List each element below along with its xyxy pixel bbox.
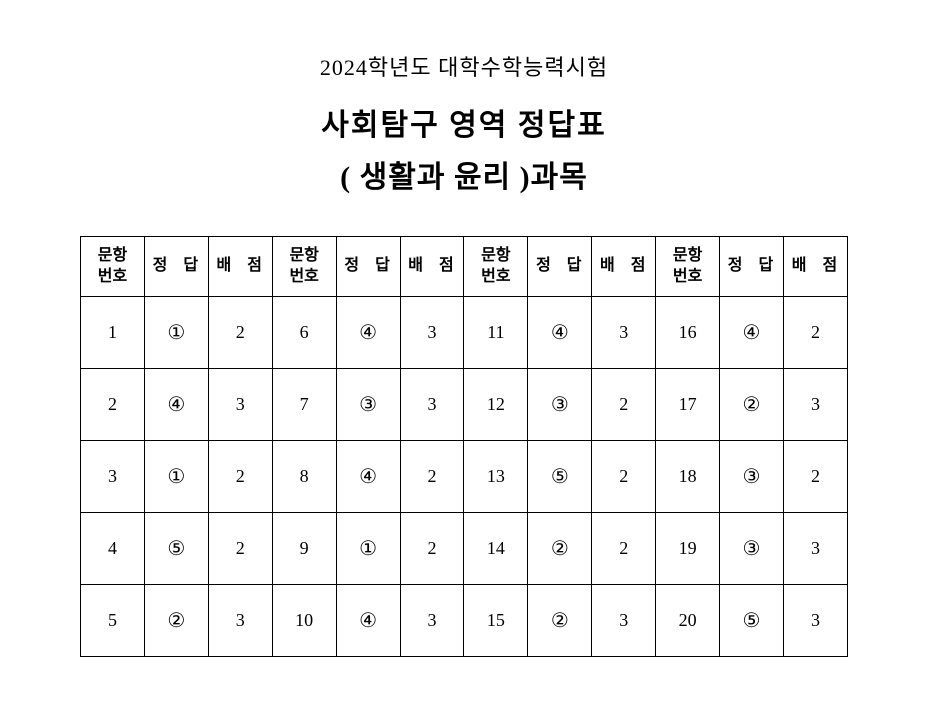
cell-qnum: 18: [656, 441, 720, 513]
col-header-answer: 정 답: [528, 237, 592, 297]
year-line: 2024학년도 대학수학능력시험: [80, 50, 848, 82]
cell-qnum: 5: [81, 585, 145, 657]
col-header-points: 배 점: [208, 237, 272, 297]
cell-answer: ④: [720, 297, 784, 369]
cell-answer: ①: [336, 513, 400, 585]
cell-points: 3: [783, 369, 847, 441]
cell-qnum: 20: [656, 585, 720, 657]
col-header-qnum: 문항번호: [656, 237, 720, 297]
cell-points: 2: [400, 441, 464, 513]
col-header-points: 배 점: [592, 237, 656, 297]
cell-qnum: 11: [464, 297, 528, 369]
header: 2024학년도 대학수학능력시험 사회탐구 영역 정답표 ( 생활과 윤리 )과…: [80, 50, 848, 196]
subject-line: ( 생활과 윤리 )과목: [80, 152, 848, 196]
cell-answer: ④: [336, 441, 400, 513]
cell-qnum: 4: [81, 513, 145, 585]
cell-answer: ④: [336, 585, 400, 657]
table-body: 1①26④311④316④22④37③312③217②33①28④213⑤218…: [81, 297, 848, 657]
cell-points: 2: [208, 441, 272, 513]
cell-answer: ③: [528, 369, 592, 441]
cell-qnum: 17: [656, 369, 720, 441]
col-header-answer: 정 답: [336, 237, 400, 297]
cell-qnum: 14: [464, 513, 528, 585]
cell-qnum: 19: [656, 513, 720, 585]
cell-points: 2: [208, 297, 272, 369]
col-header-answer: 정 답: [720, 237, 784, 297]
col-header-qnum: 문항번호: [272, 237, 336, 297]
table-row: 2④37③312③217②3: [81, 369, 848, 441]
cell-points: 3: [783, 585, 847, 657]
cell-points: 2: [208, 513, 272, 585]
cell-qnum: 1: [81, 297, 145, 369]
cell-points: 2: [592, 369, 656, 441]
cell-qnum: 7: [272, 369, 336, 441]
cell-answer: ⑤: [144, 513, 208, 585]
cell-answer: ⑤: [528, 441, 592, 513]
cell-points: 3: [592, 585, 656, 657]
cell-answer: ③: [720, 441, 784, 513]
table-row: 3①28④213⑤218③2: [81, 441, 848, 513]
cell-answer: ②: [528, 585, 592, 657]
cell-answer: ③: [336, 369, 400, 441]
cell-points: 3: [208, 369, 272, 441]
header-row: 문항번호정 답배 점문항번호정 답배 점문항번호정 답배 점문항번호정 답배 점: [81, 237, 848, 297]
cell-qnum: 13: [464, 441, 528, 513]
cell-points: 2: [400, 513, 464, 585]
cell-points: 2: [592, 513, 656, 585]
cell-qnum: 12: [464, 369, 528, 441]
cell-qnum: 9: [272, 513, 336, 585]
col-header-qnum: 문항번호: [81, 237, 145, 297]
col-header-qnum: 문항번호: [464, 237, 528, 297]
col-header-answer: 정 답: [144, 237, 208, 297]
cell-points: 3: [592, 297, 656, 369]
col-header-points: 배 점: [400, 237, 464, 297]
cell-answer: ③: [720, 513, 784, 585]
cell-answer: ①: [144, 441, 208, 513]
table-head: 문항번호정 답배 점문항번호정 답배 점문항번호정 답배 점문항번호정 답배 점: [81, 237, 848, 297]
cell-points: 3: [400, 585, 464, 657]
cell-answer: ②: [720, 369, 784, 441]
table-row: 5②310④315②320⑤3: [81, 585, 848, 657]
page-container: 2024학년도 대학수학능력시험 사회탐구 영역 정답표 ( 생활과 윤리 )과…: [0, 0, 928, 697]
cell-answer: ⑤: [720, 585, 784, 657]
cell-points: 2: [783, 441, 847, 513]
table-row: 4⑤29①214②219③3: [81, 513, 848, 585]
table-row: 1①26④311④316④2: [81, 297, 848, 369]
cell-answer: ④: [336, 297, 400, 369]
cell-points: 3: [208, 585, 272, 657]
cell-points: 2: [592, 441, 656, 513]
cell-answer: ①: [144, 297, 208, 369]
cell-qnum: 3: [81, 441, 145, 513]
cell-points: 3: [400, 297, 464, 369]
cell-answer: ④: [528, 297, 592, 369]
cell-answer: ②: [528, 513, 592, 585]
cell-qnum: 8: [272, 441, 336, 513]
col-header-points: 배 점: [783, 237, 847, 297]
cell-qnum: 10: [272, 585, 336, 657]
cell-qnum: 15: [464, 585, 528, 657]
cell-qnum: 2: [81, 369, 145, 441]
cell-points: 2: [783, 297, 847, 369]
cell-points: 3: [400, 369, 464, 441]
cell-qnum: 6: [272, 297, 336, 369]
cell-answer: ②: [144, 585, 208, 657]
cell-points: 3: [783, 513, 847, 585]
cell-answer: ④: [144, 369, 208, 441]
cell-qnum: 16: [656, 297, 720, 369]
answer-table: 문항번호정 답배 점문항번호정 답배 점문항번호정 답배 점문항번호정 답배 점…: [80, 236, 848, 657]
title-line: 사회탐구 영역 정답표: [80, 100, 848, 144]
